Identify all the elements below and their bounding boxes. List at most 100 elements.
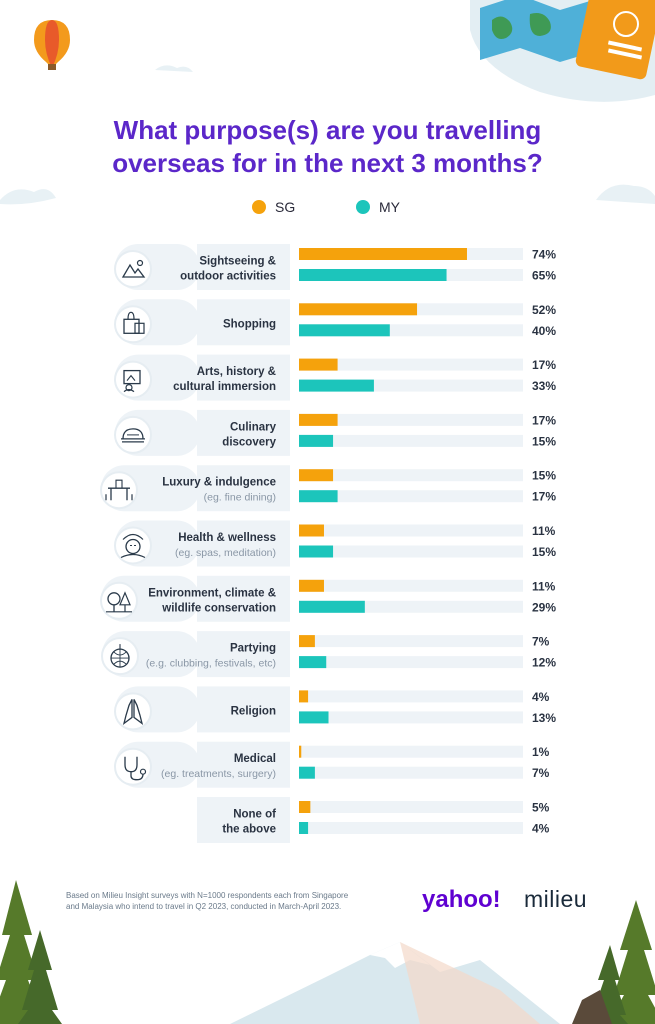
bar-sg	[299, 579, 324, 592]
category-label: cultural immersion	[173, 381, 276, 393]
label-panel	[197, 631, 290, 678]
category-sublabel: (eg. spas, meditation)	[175, 547, 276, 559]
value-label-sg: 74%	[532, 248, 556, 262]
category-label: Partying	[230, 643, 276, 655]
category-group: Luxury & indulgence (eg. fine dining) 15% 1…	[100, 465, 556, 512]
legend-my-label: MY	[379, 199, 400, 215]
label-panel	[197, 465, 290, 512]
label-panel	[197, 575, 290, 622]
label-panel	[197, 354, 290, 401]
label-panel	[197, 686, 290, 733]
value-label-sg: 15%	[532, 469, 556, 483]
food-icon	[114, 415, 152, 454]
value-label-my: 15%	[532, 545, 556, 559]
dining-table-icon	[100, 471, 138, 510]
disco-ball-icon	[101, 637, 139, 676]
bar-sg	[299, 413, 338, 426]
bar-track	[299, 801, 523, 813]
pine-trees-left	[0, 880, 62, 1024]
bar-sg	[299, 745, 302, 758]
value-label-my: 33%	[532, 379, 556, 393]
passport-icon	[575, 0, 655, 80]
bar-track	[299, 434, 523, 447]
stethoscope-icon	[114, 747, 152, 786]
category-label: wildlife conservation	[161, 602, 276, 614]
value-label-sg: 1%	[532, 745, 550, 759]
legend-my-swatch	[356, 200, 370, 214]
bar-track	[299, 358, 523, 371]
mountain-peach	[400, 942, 540, 1024]
legend-sg-label: SG	[275, 199, 296, 215]
category-label: the above	[222, 824, 276, 836]
value-label-sg: 17%	[532, 358, 556, 372]
milieu-logo: milieu	[524, 886, 588, 912]
bar-track	[299, 579, 523, 592]
painting-icon	[114, 360, 152, 399]
map-icon	[480, 0, 600, 62]
bar-my	[299, 766, 315, 779]
category-label: discovery	[222, 436, 276, 448]
bar-sg	[299, 248, 467, 260]
bar-track	[299, 745, 523, 758]
bar-my	[299, 822, 309, 834]
mountain-snow	[370, 942, 430, 968]
category-group: Arts, history & cultural immersion 17% 33%	[114, 354, 556, 401]
label-panel	[197, 244, 290, 290]
category-label: None of	[233, 809, 276, 821]
legend-sg-swatch	[252, 200, 266, 214]
value-label-sg: 11%	[532, 579, 556, 593]
bar-my	[299, 711, 329, 724]
category-group: Sightseeing & outdoor activities 74% 65%	[114, 244, 556, 290]
category-group: Culinary discovery 17% 15%	[114, 409, 556, 456]
value-label-my: 29%	[532, 600, 556, 614]
value-label-my: 65%	[532, 269, 556, 283]
legend-my: MY	[356, 198, 400, 216]
category-group: Shopping 52% 40%	[114, 299, 556, 346]
value-label-sg: 52%	[532, 303, 556, 317]
category-group: None of the above 5% 4%	[197, 797, 550, 843]
category-label: outdoor activities	[180, 271, 276, 283]
bar-sg	[299, 469, 334, 482]
bar-track	[299, 469, 523, 482]
category-label: Arts, history &	[197, 366, 276, 378]
yahoo-logo: yahoo!	[422, 886, 501, 913]
bar-track	[299, 635, 523, 648]
bar-sg	[299, 524, 324, 537]
label-panel	[197, 741, 290, 788]
bar-track	[299, 656, 523, 669]
value-label-sg: 7%	[532, 635, 550, 649]
bar-my	[299, 269, 447, 281]
spa-face-icon	[114, 526, 152, 565]
value-label-my: 12%	[532, 656, 556, 670]
bar-sg	[299, 635, 315, 648]
shopping-bag-icon	[114, 305, 152, 344]
category-label: Sightseeing &	[199, 256, 276, 268]
category-sublabel: (e.g. clubbing, festivals, etc)	[146, 658, 276, 670]
value-label-sg: 4%	[532, 690, 550, 704]
value-label-my: 15%	[532, 434, 556, 448]
bar-track	[299, 690, 523, 703]
trees-icon	[100, 581, 138, 620]
value-label-sg: 11%	[532, 524, 556, 538]
bar-track	[299, 766, 523, 779]
bar-sg	[299, 358, 338, 371]
category-label: Environment, climate &	[148, 587, 276, 599]
bar-my	[299, 434, 334, 447]
category-group: Religion 4% 13%	[114, 686, 556, 733]
label-panel	[197, 797, 290, 843]
mountain-icon	[114, 250, 152, 288]
praying-hands-icon	[114, 692, 152, 731]
category-label: Religion	[231, 705, 276, 717]
value-label-my: 13%	[532, 711, 556, 725]
value-label-my: 4%	[532, 822, 550, 836]
value-label-my: 40%	[532, 324, 556, 338]
value-label-my: 17%	[532, 490, 556, 504]
bar-track	[299, 490, 523, 503]
bar-my	[299, 324, 390, 337]
category-sublabel: (eg. treatments, surgery)	[161, 768, 276, 780]
value-label-sg: 5%	[532, 801, 550, 815]
category-label: Health & wellness	[178, 532, 276, 544]
category-group: Environment, climate & wildlife conservat…	[100, 575, 556, 622]
